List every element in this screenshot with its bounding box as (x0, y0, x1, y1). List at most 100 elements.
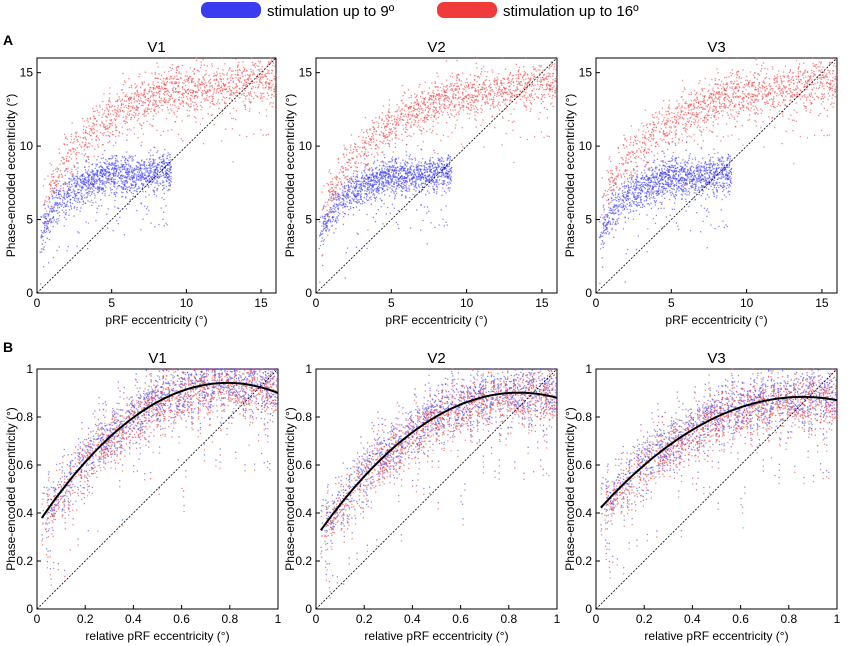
y-axis-label: Phase-encoded eccentricity (°) (4, 407, 18, 571)
panel-b-v3: 0 0.2 0.4 0.6 0.8 1 0 0.2 0.4 0.6 0.8 1 V3 relative p… (563, 350, 841, 643)
identity-line (595, 368, 838, 610)
identity-line (315, 57, 558, 294)
y-tick-label: 10 (299, 139, 313, 153)
y-tick-label: 15 (579, 66, 593, 80)
y-tick-label: 0.4 (295, 506, 312, 520)
y-axis-label: Phase-encoded eccentricity (°) (563, 407, 577, 571)
panel-b-v1: 0 0.2 0.4 0.6 0.8 1 0 0.2 0.4 0.6 0.8 1 V1 relative p… (4, 350, 282, 643)
x-tick-label: 0.2 (636, 612, 653, 626)
x-axis-label: pRF eccentricity (°) (105, 313, 207, 327)
x-tick-label: 5 (388, 296, 395, 310)
row-label-a: A (3, 32, 13, 48)
y-tick-label: 15 (20, 66, 34, 80)
y-tick-label: 0 (585, 602, 592, 616)
x-axis-label: pRF eccentricity (°) (665, 313, 767, 327)
scatter-points (39, 57, 277, 285)
x-tick-label: 0.8 (500, 612, 517, 626)
y-tick-label: 0.4 (575, 506, 592, 520)
y-tick-label: 0.6 (575, 458, 592, 472)
x-tick-label: 15 (254, 296, 268, 310)
panel-a-v2: 0 5 10 15 0 5 10 15 V2 pRF eccentricity (°) Phase-… (283, 39, 558, 327)
y-tick-label: 15 (299, 66, 313, 80)
axis-ticks: 0 0.2 0.4 0.6 0.8 1 0 0.2 0.4 0.6 0.8 1 (16, 362, 281, 626)
y-tick-label: 5 (585, 213, 592, 227)
x-tick-label: 0.8 (780, 612, 797, 626)
x-tick-label: 0 (313, 612, 320, 626)
legend-label-16deg: stimulation up to 16º (503, 3, 639, 20)
x-tick-label: 10 (460, 296, 474, 310)
legend-swatch-9deg (201, 2, 261, 18)
y-tick-label: 1 (305, 362, 312, 376)
x-tick-label: 15 (815, 296, 829, 310)
x-axis-label: pRF eccentricity (°) (385, 313, 487, 327)
panel-title: V2 (427, 39, 445, 56)
scatter-points (599, 57, 838, 285)
identity-line (315, 368, 558, 610)
x-tick-label: 1 (275, 612, 282, 626)
y-tick-label: 0.2 (16, 554, 33, 568)
x-tick-label: 10 (740, 296, 754, 310)
panel-a-v3: 0 5 10 15 0 5 10 15 V3 pRF eccentricity (°) Phase-… (563, 39, 838, 327)
axis-ticks: 0 5 10 15 0 5 10 15 (20, 66, 268, 310)
panel-title: V3 (707, 350, 725, 367)
x-tick-label: 5 (668, 296, 675, 310)
y-axis-label: Phase-encoded eccentricity (°) (283, 407, 297, 571)
x-tick-label: 15 (535, 296, 549, 310)
axis-ticks: 0 0.2 0.4 0.6 0.8 1 0 0.2 0.4 0.6 0.8 1 (295, 362, 560, 626)
fit-curve (40, 381, 279, 519)
y-tick-label: 0 (305, 602, 312, 616)
y-tick-label: 0.2 (295, 554, 312, 568)
x-tick-label: 0.2 (356, 612, 373, 626)
y-tick-label: 0.6 (295, 458, 312, 472)
y-tick-label: 10 (579, 139, 593, 153)
x-tick-label: 0.8 (221, 612, 238, 626)
y-tick-label: 0.8 (575, 410, 592, 424)
x-tick-label: 10 (180, 296, 194, 310)
y-tick-label: 1 (585, 362, 592, 376)
x-tick-label: 5 (108, 296, 115, 310)
x-tick-label: 1 (834, 612, 841, 626)
y-tick-label: 0.2 (575, 554, 592, 568)
x-tick-label: 0 (34, 612, 41, 626)
y-tick-label: 5 (305, 213, 312, 227)
x-tick-label: 0.6 (173, 612, 190, 626)
fit-curve (600, 395, 838, 509)
legend-swatch-16deg (437, 2, 497, 18)
x-tick-label: 0 (593, 612, 600, 626)
row-label-b: B (3, 339, 13, 355)
x-tick-label: 0.4 (125, 612, 142, 626)
x-tick-label: 0.2 (77, 612, 94, 626)
y-axis-label: Phase-encoded eccentricity (°) (4, 94, 18, 258)
y-tick-label: 0.6 (16, 458, 33, 472)
x-tick-label: 0.4 (684, 612, 701, 626)
y-tick-label: 0.4 (16, 506, 33, 520)
y-tick-label: 5 (26, 213, 33, 227)
axis-ticks: 0 5 10 15 0 5 10 15 (299, 66, 549, 310)
panel-title: V1 (148, 350, 166, 367)
y-tick-label: 0 (305, 286, 312, 300)
x-axis-label: relative pRF eccentricity (°) (364, 629, 508, 643)
axis-ticks: 0 5 10 15 0 5 10 15 (579, 66, 829, 310)
x-tick-label: 1 (554, 612, 561, 626)
identity-line (36, 368, 279, 610)
x-tick-label: 0.6 (452, 612, 469, 626)
axis-ticks: 0 0.2 0.4 0.6 0.8 1 0 0.2 0.4 0.6 0.8 1 (575, 362, 840, 626)
x-tick-label: 0.4 (404, 612, 421, 626)
panel-title: V2 (427, 350, 445, 367)
fit-curve (319, 391, 558, 531)
legend: stimulation up to 9º stimulation up to 1… (201, 2, 639, 20)
panel-a-v1: 0 5 10 15 0 5 10 15 V1 pRF eccentricity (°) Phase-… (4, 39, 277, 327)
y-axis-label: Phase-encoded eccentricity (°) (563, 94, 577, 258)
y-tick-label: 10 (20, 139, 34, 153)
y-tick-label: 0 (26, 602, 33, 616)
panel-title: V3 (707, 39, 725, 56)
scatter-points (318, 57, 558, 283)
x-axis-label: relative pRF eccentricity (°) (644, 629, 788, 643)
y-tick-label: 0.8 (295, 410, 312, 424)
legend-label-9deg: stimulation up to 9º (267, 3, 395, 20)
panel-b-v2: 0 0.2 0.4 0.6 0.8 1 0 0.2 0.4 0.6 0.8 1 V2 relative p… (283, 350, 561, 643)
y-tick-label: 1 (26, 362, 33, 376)
y-tick-label: 0 (26, 286, 33, 300)
